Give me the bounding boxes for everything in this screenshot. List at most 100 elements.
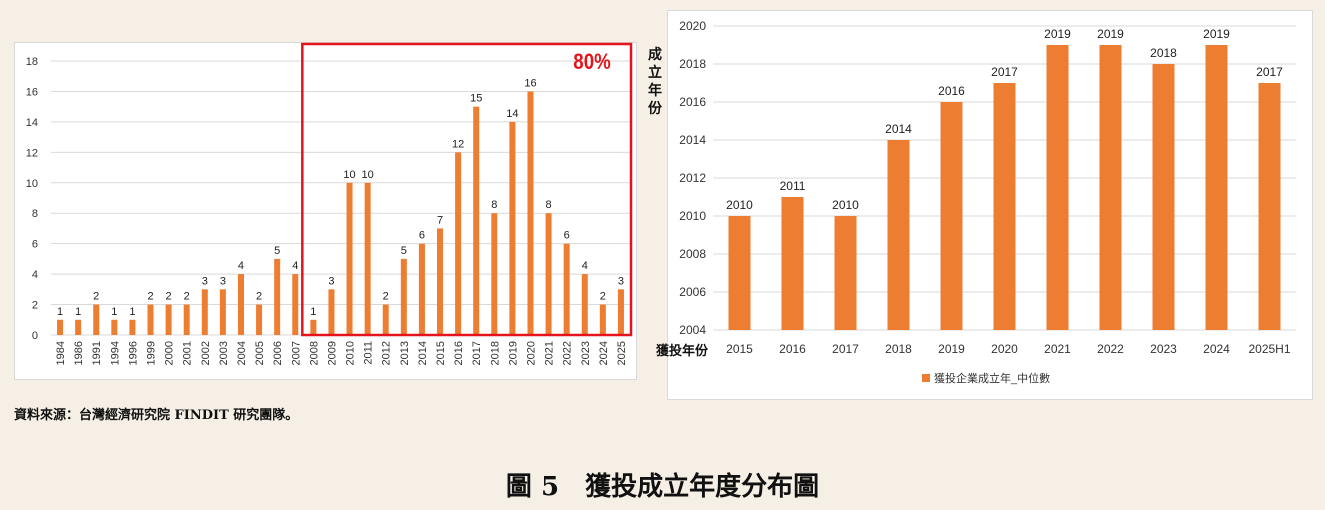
highlight-box <box>301 42 633 337</box>
data-label: 3 <box>220 275 226 287</box>
data-label: 2017 <box>991 65 1018 79</box>
x-tick-label: 2025H1 <box>1248 342 1290 356</box>
bar <box>165 304 172 335</box>
x-tick-label: 2017 <box>832 342 859 356</box>
bar <box>364 182 371 335</box>
data-label: 2 <box>383 291 389 303</box>
data-label: 2017 <box>1256 65 1283 79</box>
right-chart-panel: 2004 2006 2008 2010 2012 2014 2016 2018 2020 2010… <box>667 10 1313 400</box>
bar <box>887 140 910 330</box>
x-tick-label: 1986 <box>73 341 85 365</box>
x-tick-label: 2002 <box>200 341 212 365</box>
bar <box>57 319 64 335</box>
y-tick-label: 18 <box>26 56 38 68</box>
bar <box>473 106 480 335</box>
x-tick-label: 2022 <box>1097 342 1124 356</box>
bar <box>183 304 190 335</box>
bar <box>491 213 498 335</box>
bar <box>75 319 82 335</box>
bar <box>418 243 425 335</box>
right-x-axis-label: 獲投年份 <box>656 344 709 359</box>
data-label: 5 <box>401 245 407 257</box>
bar <box>1258 83 1281 330</box>
figure-caption: 圖 5 獲投成立年度分布圖 <box>505 472 820 502</box>
bar <box>563 243 570 335</box>
y-tick-label: 2 <box>32 300 38 312</box>
bar <box>346 182 353 335</box>
x-tick-label: 2015 <box>726 342 753 356</box>
bar <box>219 289 226 335</box>
y-tick-label: 6 <box>32 239 38 251</box>
bar <box>527 91 534 335</box>
bar <box>993 83 1016 330</box>
y-tick-label: 2006 <box>679 285 706 299</box>
x-tick-label: 2013 <box>399 341 411 365</box>
bar <box>545 213 552 335</box>
data-label: 7 <box>437 214 443 226</box>
left-bar-chart: 0246810121416181198411986219911199411996… <box>26 42 633 365</box>
data-label: 2010 <box>726 198 753 212</box>
data-label: 2014 <box>885 122 912 136</box>
bar <box>437 228 444 335</box>
x-tick-label: 2009 <box>326 341 338 365</box>
data-label: 2019 <box>1097 27 1124 41</box>
x-tick-label: 2004 <box>236 341 248 365</box>
x-tick-label: 2021 <box>1044 342 1071 356</box>
right-y-axis-label: 成立年份 <box>648 47 662 117</box>
bar <box>834 216 857 330</box>
bar <box>93 304 100 335</box>
bar <box>201 289 208 335</box>
bar <box>274 258 281 335</box>
bar <box>1046 45 1069 330</box>
data-label: 8 <box>546 199 552 211</box>
x-tick-label: 2024 <box>598 341 610 365</box>
bar <box>256 304 263 335</box>
left-chart-panel: 0 2 4 6 8 10 12 14 16 18 1 1984 1 1986 2 1991 1 1994 1 1996… <box>14 42 637 380</box>
bar <box>237 274 244 335</box>
bar <box>400 258 407 335</box>
data-label: 4 <box>292 260 298 272</box>
bar <box>1152 64 1175 330</box>
y-tick-label: 2018 <box>679 57 706 71</box>
x-tick-label: 2025 <box>616 341 628 365</box>
y-tick-label: 2004 <box>679 323 706 337</box>
x-tick-label: 2023 <box>580 341 592 365</box>
data-label: 15 <box>470 93 482 105</box>
x-tick-label: 2024 <box>1203 342 1230 356</box>
y-tick-label: 4 <box>32 269 38 281</box>
bar <box>940 102 963 330</box>
x-tick-label: 1999 <box>146 341 158 365</box>
bar <box>382 304 389 335</box>
bar <box>728 216 751 330</box>
bar <box>599 304 606 335</box>
x-tick-label: 2010 <box>345 341 357 365</box>
bar <box>129 319 136 335</box>
bar <box>509 121 516 335</box>
x-tick-label: 2001 <box>182 341 194 365</box>
data-label: 4 <box>582 260 588 272</box>
highlight-percentage-label: 80% <box>573 49 611 74</box>
x-tick-label: 2000 <box>164 341 176 365</box>
data-label: 2 <box>184 291 190 303</box>
data-label: 2 <box>93 291 99 303</box>
source-note: 資料來源：台灣經濟研究院 FINDIT 研究團隊。 <box>14 408 299 423</box>
data-label: 12 <box>452 138 464 150</box>
data-label: 4 <box>238 260 244 272</box>
y-tick-label: 2010 <box>679 209 706 223</box>
data-label: 2 <box>147 291 153 303</box>
x-tick-label: 2014 <box>417 341 429 365</box>
bar <box>1205 45 1228 330</box>
data-label: 14 <box>506 108 518 120</box>
x-tick-label: 2003 <box>218 341 230 365</box>
y-tick-label: 14 <box>26 117 38 129</box>
y-tick-label: 8 <box>32 208 38 220</box>
x-tick-label: 2012 <box>381 341 393 365</box>
bar <box>111 319 118 335</box>
bar <box>310 319 317 335</box>
data-label: 3 <box>202 275 208 287</box>
data-label: 2 <box>166 291 172 303</box>
data-label: 2019 <box>1044 27 1071 41</box>
x-tick-label: 2008 <box>308 341 320 365</box>
x-tick-label: 2016 <box>779 342 806 356</box>
bar <box>617 289 624 335</box>
